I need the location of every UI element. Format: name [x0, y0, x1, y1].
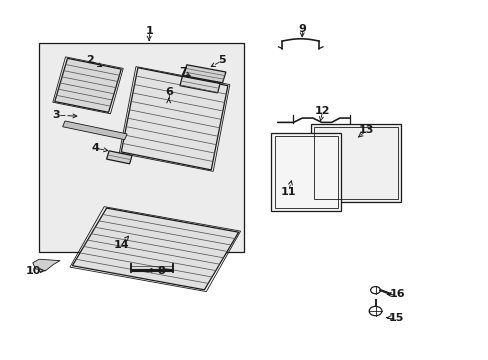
Text: 10: 10 — [25, 266, 41, 276]
Polygon shape — [62, 121, 127, 140]
Text: 6: 6 — [164, 87, 172, 97]
Text: 4: 4 — [91, 143, 99, 153]
Text: 9: 9 — [298, 24, 305, 34]
Text: 1: 1 — [145, 26, 153, 36]
Text: 3: 3 — [52, 110, 60, 120]
Polygon shape — [55, 58, 121, 112]
Text: 13: 13 — [358, 125, 374, 135]
Polygon shape — [271, 133, 341, 211]
Polygon shape — [180, 76, 220, 93]
Text: 12: 12 — [314, 106, 330, 116]
Text: 5: 5 — [218, 55, 226, 66]
Polygon shape — [106, 151, 132, 164]
Polygon shape — [183, 65, 225, 83]
Text: 14: 14 — [113, 240, 129, 250]
Polygon shape — [121, 68, 227, 170]
Text: 15: 15 — [387, 312, 403, 323]
Polygon shape — [72, 208, 238, 290]
Text: 7: 7 — [179, 67, 187, 77]
Text: 16: 16 — [388, 289, 404, 300]
Text: 8: 8 — [157, 266, 165, 276]
Polygon shape — [33, 259, 60, 271]
Bar — [39, 43, 244, 252]
Text: 11: 11 — [280, 186, 296, 197]
Polygon shape — [310, 124, 400, 202]
Text: 2: 2 — [86, 55, 94, 66]
